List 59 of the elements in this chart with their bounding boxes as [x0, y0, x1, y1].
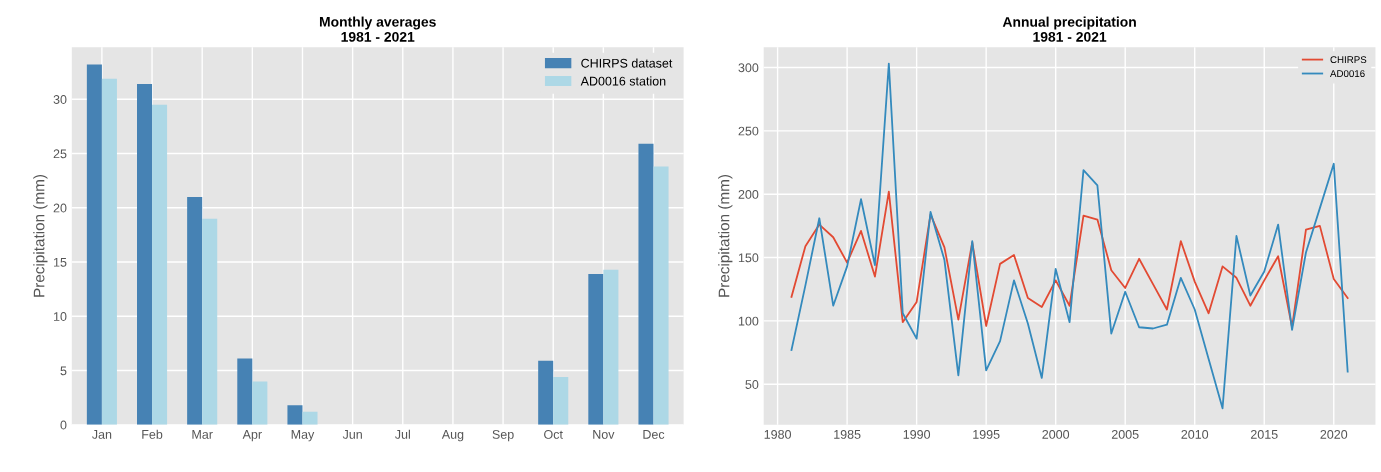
y-axis-title: Precipitation (mm) — [718, 174, 733, 297]
x-tick-label: Aug — [441, 430, 464, 442]
y-tick-label: 15 — [54, 257, 67, 267]
y-tick-label: 200 — [738, 189, 759, 199]
x-tick-label: 2010 — [1181, 429, 1209, 439]
bar — [538, 360, 554, 425]
y-tick-label: 30 — [53, 95, 67, 104]
line-series — [790, 190, 1349, 329]
bar — [653, 166, 669, 425]
x-tick-label: May — [291, 430, 315, 442]
x-tick-label: Nov — [593, 430, 615, 439]
x-tick-label: Mar — [192, 430, 213, 439]
y-tick-label: 250 — [738, 126, 759, 136]
chart-title: Annual precipitation 1981 - 2021 — [1002, 16, 1136, 42]
bar — [252, 381, 268, 425]
bar — [588, 273, 604, 425]
y-tick-label: 100 — [738, 316, 759, 326]
x-tick-label: 1985 — [834, 429, 861, 439]
bar — [152, 104, 168, 425]
bar — [638, 143, 654, 425]
x-tick-label: Feb — [142, 429, 163, 439]
legend-label: CHIRPS dataset — [581, 58, 673, 68]
bar — [287, 405, 303, 425]
y-tick-label: 300 — [738, 63, 759, 73]
bar — [86, 64, 102, 425]
x-tick-label: 2020 — [1320, 429, 1348, 439]
x-tick-label: 2015 — [1250, 429, 1278, 439]
x-tick-label: 2005 — [1111, 429, 1139, 439]
y-tick-label: 150 — [738, 253, 759, 263]
y-tick-label: 50 — [745, 380, 759, 389]
bar — [553, 377, 569, 425]
x-tick-label: Dec — [643, 430, 665, 439]
y-tick-label: 5 — [60, 366, 67, 376]
legend-label: AD0016 — [1330, 70, 1365, 78]
legend-label: AD0016 station — [580, 76, 666, 86]
x-tick-label: Sep — [492, 429, 514, 442]
x-tick-label: Jan — [92, 430, 112, 439]
y-tick-label: 20 — [53, 203, 67, 213]
y-tick-label: 0 — [60, 420, 67, 430]
legend-label: CHIRPS — [1330, 56, 1367, 64]
x-tick-label: Oct — [544, 429, 563, 439]
bar — [302, 411, 318, 425]
bar — [101, 78, 117, 425]
bar — [237, 358, 253, 425]
chart-title: Monthly averages 1981 - 2021 — [319, 16, 436, 42]
y-tick-label: 25 — [53, 149, 67, 159]
bar — [603, 269, 619, 425]
x-tick-label: 1980 — [764, 429, 792, 439]
x-tick-label: Jun — [342, 430, 362, 439]
x-tick-label: Apr — [242, 430, 262, 442]
x-tick-label: 1990 — [903, 429, 931, 439]
x-tick-label: Jul — [394, 429, 410, 439]
bar — [137, 84, 153, 425]
y-axis-title: Precipitation (mm) — [33, 174, 48, 297]
bar — [202, 218, 218, 425]
x-tick-label: 1995 — [973, 429, 1000, 439]
x-tick-label: 2000 — [1042, 429, 1070, 439]
y-tick-label: 10 — [54, 312, 67, 321]
bar — [187, 196, 203, 425]
